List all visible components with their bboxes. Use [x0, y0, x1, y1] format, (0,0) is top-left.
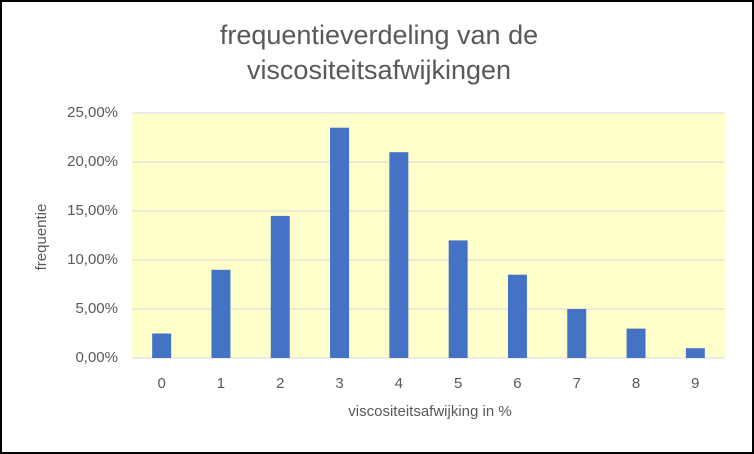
y-axis-label: frequentie	[33, 204, 50, 271]
x-tick-label: 3	[335, 375, 343, 392]
bar	[270, 215, 290, 358]
bar	[507, 274, 527, 358]
plot-area	[132, 113, 725, 358]
x-tick-label: 4	[395, 375, 403, 392]
bar	[211, 269, 231, 358]
bar	[330, 127, 350, 358]
bar	[685, 348, 705, 358]
bar	[152, 333, 172, 358]
x-tick-label: 7	[573, 375, 581, 392]
x-tick-label: 9	[691, 375, 699, 392]
x-tick-label: 6	[513, 375, 521, 392]
bar	[389, 152, 409, 358]
y-tick-label: 15,00%	[67, 202, 118, 219]
bar	[626, 328, 646, 358]
x-tick-label: 0	[157, 375, 165, 392]
x-tick-label: 5	[454, 375, 462, 392]
x-axis-label: viscositeitsafwijking in %	[348, 403, 511, 420]
y-tick-label: 25,00%	[67, 104, 118, 121]
x-tick-label: 2	[276, 375, 284, 392]
y-tick-label: 5,00%	[75, 300, 118, 317]
y-tick-label: 10,00%	[67, 251, 118, 268]
bar	[567, 309, 587, 358]
y-tick-label: 20,00%	[67, 153, 118, 170]
bar	[448, 240, 468, 358]
x-tick-label: 8	[632, 375, 640, 392]
chart-title: frequentieverdeling van de viscositeitsa…	[219, 20, 539, 85]
x-tick-label: 1	[217, 375, 225, 392]
y-tick-label: 0,00%	[75, 349, 118, 366]
